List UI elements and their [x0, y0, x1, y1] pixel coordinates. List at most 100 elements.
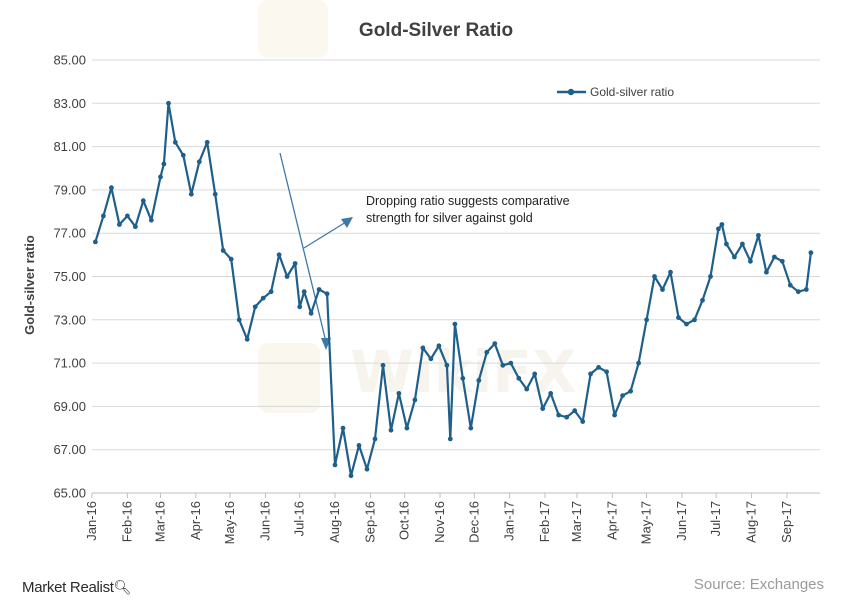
data-point [564, 414, 570, 420]
data-point [101, 213, 106, 219]
y-axis-label: Gold-silver ratio [22, 235, 37, 335]
legend-label: Gold-silver ratio [590, 85, 674, 99]
x-tick-label: Sep-16 [362, 501, 377, 543]
legend: Gold-silver ratio [557, 85, 674, 99]
data-point [484, 349, 490, 355]
data-point [492, 341, 498, 346]
data-point [447, 436, 453, 442]
data-point [460, 375, 466, 381]
data-point [524, 386, 530, 392]
data-point [133, 224, 138, 230]
x-tick-label: Feb-16 [119, 501, 134, 542]
data-point [556, 412, 562, 418]
data-point [244, 336, 250, 342]
data-point [468, 425, 474, 431]
data-point [301, 289, 307, 295]
data-point [532, 371, 538, 377]
annotation-arrows [279, 152, 353, 350]
data-point [540, 406, 546, 411]
data-point [668, 269, 673, 275]
data-point [348, 473, 354, 479]
data-point [508, 360, 514, 366]
data-point [180, 152, 186, 158]
data-point [196, 159, 202, 165]
x-tick-label: Apr-17 [604, 501, 619, 540]
data-point [252, 304, 258, 310]
x-tick-label: Aug-16 [327, 501, 342, 543]
data-point [364, 466, 370, 472]
y-tick-label: 73.00 [53, 312, 86, 327]
data-point [636, 360, 641, 366]
data-point [444, 362, 450, 368]
series-line [94, 102, 812, 477]
y-tick-label: 85.00 [53, 53, 86, 68]
arrow-up-line [303, 221, 347, 249]
y-tick-label: 69.00 [53, 399, 86, 414]
data-point [748, 258, 753, 264]
x-tick-label: Apr-16 [188, 501, 203, 540]
data-point [260, 295, 266, 301]
data-point [580, 419, 586, 424]
data-point [500, 362, 506, 368]
data-point [779, 258, 785, 264]
x-tick-label: Jul-16 [292, 501, 307, 536]
data-point [676, 315, 681, 320]
data-point [787, 282, 793, 288]
data-point [308, 310, 314, 316]
data-point [125, 213, 130, 219]
arrow-down-line [279, 152, 327, 343]
source-note: Source: Exchanges [693, 576, 824, 593]
y-tick-label: 65.00 [53, 486, 86, 501]
data-point [719, 222, 725, 227]
data-point [172, 139, 178, 145]
data-point [708, 274, 713, 279]
x-tick-label: Feb-17 [537, 501, 552, 542]
data-point [297, 304, 303, 310]
data-point [732, 254, 737, 260]
data-point [324, 291, 330, 297]
data-point [756, 233, 761, 238]
data-point [332, 462, 338, 468]
data-point [404, 425, 410, 431]
data-point [220, 248, 226, 253]
x-tick-label: May-17 [639, 501, 654, 544]
x-tick-label: Mar-16 [152, 501, 167, 542]
y-tick-label: 77.00 [53, 226, 86, 241]
gridlines [92, 59, 820, 494]
data-point [228, 256, 234, 262]
x-tick-label: Jan-17 [502, 501, 517, 541]
data-point [620, 393, 625, 398]
brand-name: Market Realist [22, 579, 114, 596]
y-tick-label: 67.00 [53, 442, 86, 457]
data-point [158, 174, 163, 180]
data-point [596, 365, 601, 370]
y-tick-label: 75.00 [53, 269, 86, 284]
data-point [117, 222, 122, 227]
data-point [628, 388, 633, 394]
x-tick-label: Sep-17 [779, 501, 794, 543]
data-point [428, 356, 434, 362]
data-point [356, 443, 362, 448]
data-point [772, 254, 777, 260]
magnifier-icon: 🔍︎ [113, 579, 132, 595]
data-point [140, 198, 146, 204]
data-point [161, 161, 167, 167]
data-point [412, 397, 418, 403]
x-axis: Jan-16 Feb-16 Mar-16 Apr-16 May-16 Jun-16 Jul-… [84, 493, 794, 544]
data-point [396, 391, 402, 396]
data-point [476, 378, 482, 383]
data-point [166, 100, 171, 106]
annotation-line-2: strength for silver against gold [366, 211, 533, 225]
data-point [724, 241, 729, 247]
data-point [109, 185, 114, 191]
data-point [612, 412, 617, 418]
data-point [548, 391, 554, 396]
data-point [204, 139, 210, 145]
data-point [372, 436, 378, 442]
data-point [212, 191, 218, 197]
y-tick-label: 81.00 [53, 139, 86, 154]
x-tick-label: Dec-16 [466, 501, 481, 543]
data-point [716, 226, 721, 232]
chart-title: Gold-Silver Ratio [359, 20, 513, 41]
